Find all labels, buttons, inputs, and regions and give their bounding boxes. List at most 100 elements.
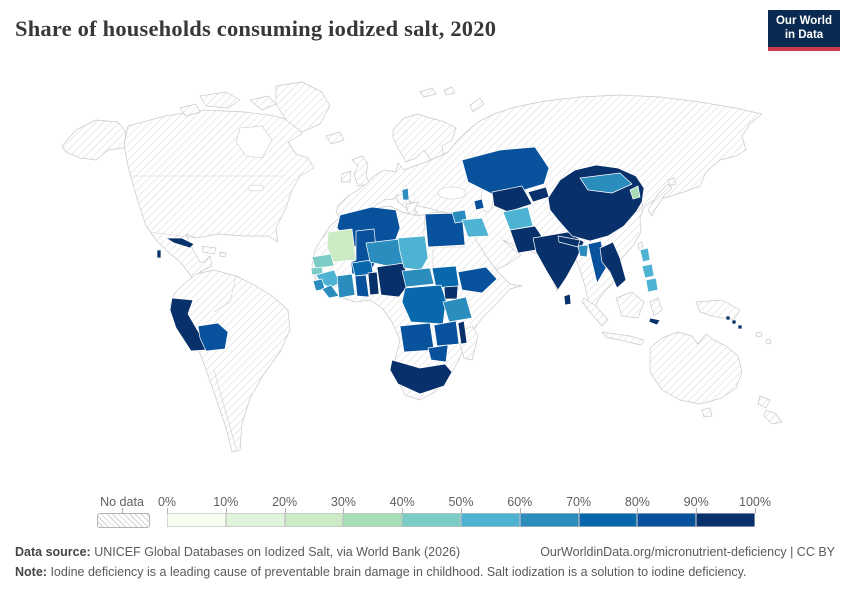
data-source-text: UNICEF Global Databases on Iodized Salt,… [94,545,461,559]
map-legend: No data 0% 10% 20% 30% 40% 50% 60% 70% 80% 90% 100… [0,494,850,532]
legend-tick-label-20%: 20% [272,495,298,509]
landmass-united-kingdom [351,155,371,187]
legend-tick-label-60%: 60% [507,495,533,509]
country-iraq[interactable] [461,217,490,238]
country-belize[interactable] [156,249,162,259]
landmass-pacific-islands [755,331,772,345]
legend-tick-label-0%: 0% [157,495,177,509]
legend-bin-30-40%[interactable] [343,513,403,527]
country-togo-benin[interactable] [367,271,380,296]
legend-colorbar [167,513,755,527]
country-sri-lanka[interactable] [563,293,572,306]
country-tanzania[interactable] [442,296,473,323]
country-zambia[interactable] [433,320,460,347]
landmass-scandinavia [392,113,457,163]
country-bangladesh[interactable] [577,244,589,258]
country-kazakhstan[interactable] [461,146,550,195]
country-mongolia[interactable] [579,172,633,194]
legend-tick-mark [696,508,698,513]
country-north-korea[interactable] [629,185,641,200]
landmass-ireland [340,170,352,183]
country-uzbekistan-turkmenistan[interactable] [491,185,533,213]
owid-logo[interactable]: Our World in Data [768,10,840,51]
data-source-label: Data source: [15,545,91,559]
country-uganda[interactable] [443,285,459,300]
logo-line-1: Our World [775,15,832,27]
country-indochina[interactable] [599,241,627,289]
no-data-tick [122,508,123,513]
country-solomon-islands[interactable] [725,315,743,330]
black-sea [437,186,467,200]
legend-tick-label-40%: 40% [389,495,415,509]
no-data-label: No data [100,495,144,509]
country-philippines[interactable] [639,247,659,293]
legend-bin-10-20%[interactable] [225,513,285,527]
legend-tick-mark [343,508,345,513]
landmass-java [601,331,645,346]
landmass-caribbean-islands [201,245,227,258]
legend-bin-80-90%[interactable] [637,513,697,527]
legend-tick-label-90%: 90% [683,495,709,509]
legend-bin-40-50%[interactable] [402,513,461,527]
country-kyrgyzstan-tajikistan[interactable] [527,186,550,203]
attribution-link[interactable]: OurWorldinData.org/micronutrient-deficie… [540,545,835,559]
hudson-bay [235,125,273,159]
legend-tick-mark [402,508,404,513]
landmass-taiwan [637,241,644,251]
country-central-african-republic[interactable] [401,267,435,288]
country-cote-divoire[interactable] [336,273,356,299]
country-senegal[interactable] [311,253,335,269]
country-south-africa[interactable] [389,359,453,395]
landmass-sumatra [581,297,609,327]
landmass-iceland [325,131,345,145]
page-title: Share of households consuming iodized sa… [15,16,497,41]
country-mauritania[interactable] [326,228,357,263]
country-ethiopia[interactable] [457,266,498,294]
country-nigeria[interactable] [376,262,410,298]
legend-tick-mark [755,508,756,513]
no-data-swatch[interactable] [97,513,150,528]
legend-bin-60-70%[interactable] [519,513,579,527]
legend-bin-0-10%[interactable] [167,513,226,527]
country-south-sudan[interactable] [431,265,460,289]
note-text: Iodine deficiency is a leading cause of … [50,565,747,579]
country-azerbaijan[interactable] [473,198,485,211]
landmass-svalbard [419,86,485,113]
landmass-south-america [169,269,291,453]
landmass-greenland [275,81,331,133]
border-us-mexico [149,231,197,239]
legend-tick-label-30%: 30% [330,495,356,509]
legend-bin-90-100%[interactable] [696,513,755,527]
landmass-alaska [61,119,127,161]
country-bolivia[interactable] [197,322,229,352]
world-map [61,81,783,453]
chart-footer: Data source: UNICEF Global Databases on … [15,543,835,582]
legend-tick-mark [578,508,580,513]
legend-tick-label-10%: 10% [213,495,239,509]
country-ghana[interactable] [354,274,370,298]
legend-bin-70-80%[interactable] [578,513,638,527]
country-timor-leste[interactable] [648,317,661,326]
note-label: Note: [15,565,47,579]
logo-line-2: in Data [784,28,824,41]
legend-tick-mark [637,508,639,513]
landmass-sulawesi [649,297,663,317]
border-chile-argentina [213,369,237,449]
country-cuba[interactable] [165,237,195,249]
country-albania[interactable] [401,187,410,201]
legend-bin-20-30%[interactable] [284,513,344,527]
landmass-north-america [123,109,315,281]
legend-bin-50-60%[interactable] [460,513,520,527]
legend-tick-label-100%: 100% [739,495,771,509]
legend-tick-label-50%: 50% [448,495,474,509]
legend-tick-label-80%: 80% [624,495,650,509]
country-malawi[interactable] [457,320,468,345]
note-line: Note: Iodine deficiency is a leading cau… [15,563,835,582]
landmass-japan [647,177,677,217]
country-zimbabwe[interactable] [427,344,449,363]
legend-tick-mark [167,508,168,513]
legend-tick-mark [225,508,227,513]
legend-tick-mark [284,508,286,513]
landmass-tasmania [701,407,713,418]
